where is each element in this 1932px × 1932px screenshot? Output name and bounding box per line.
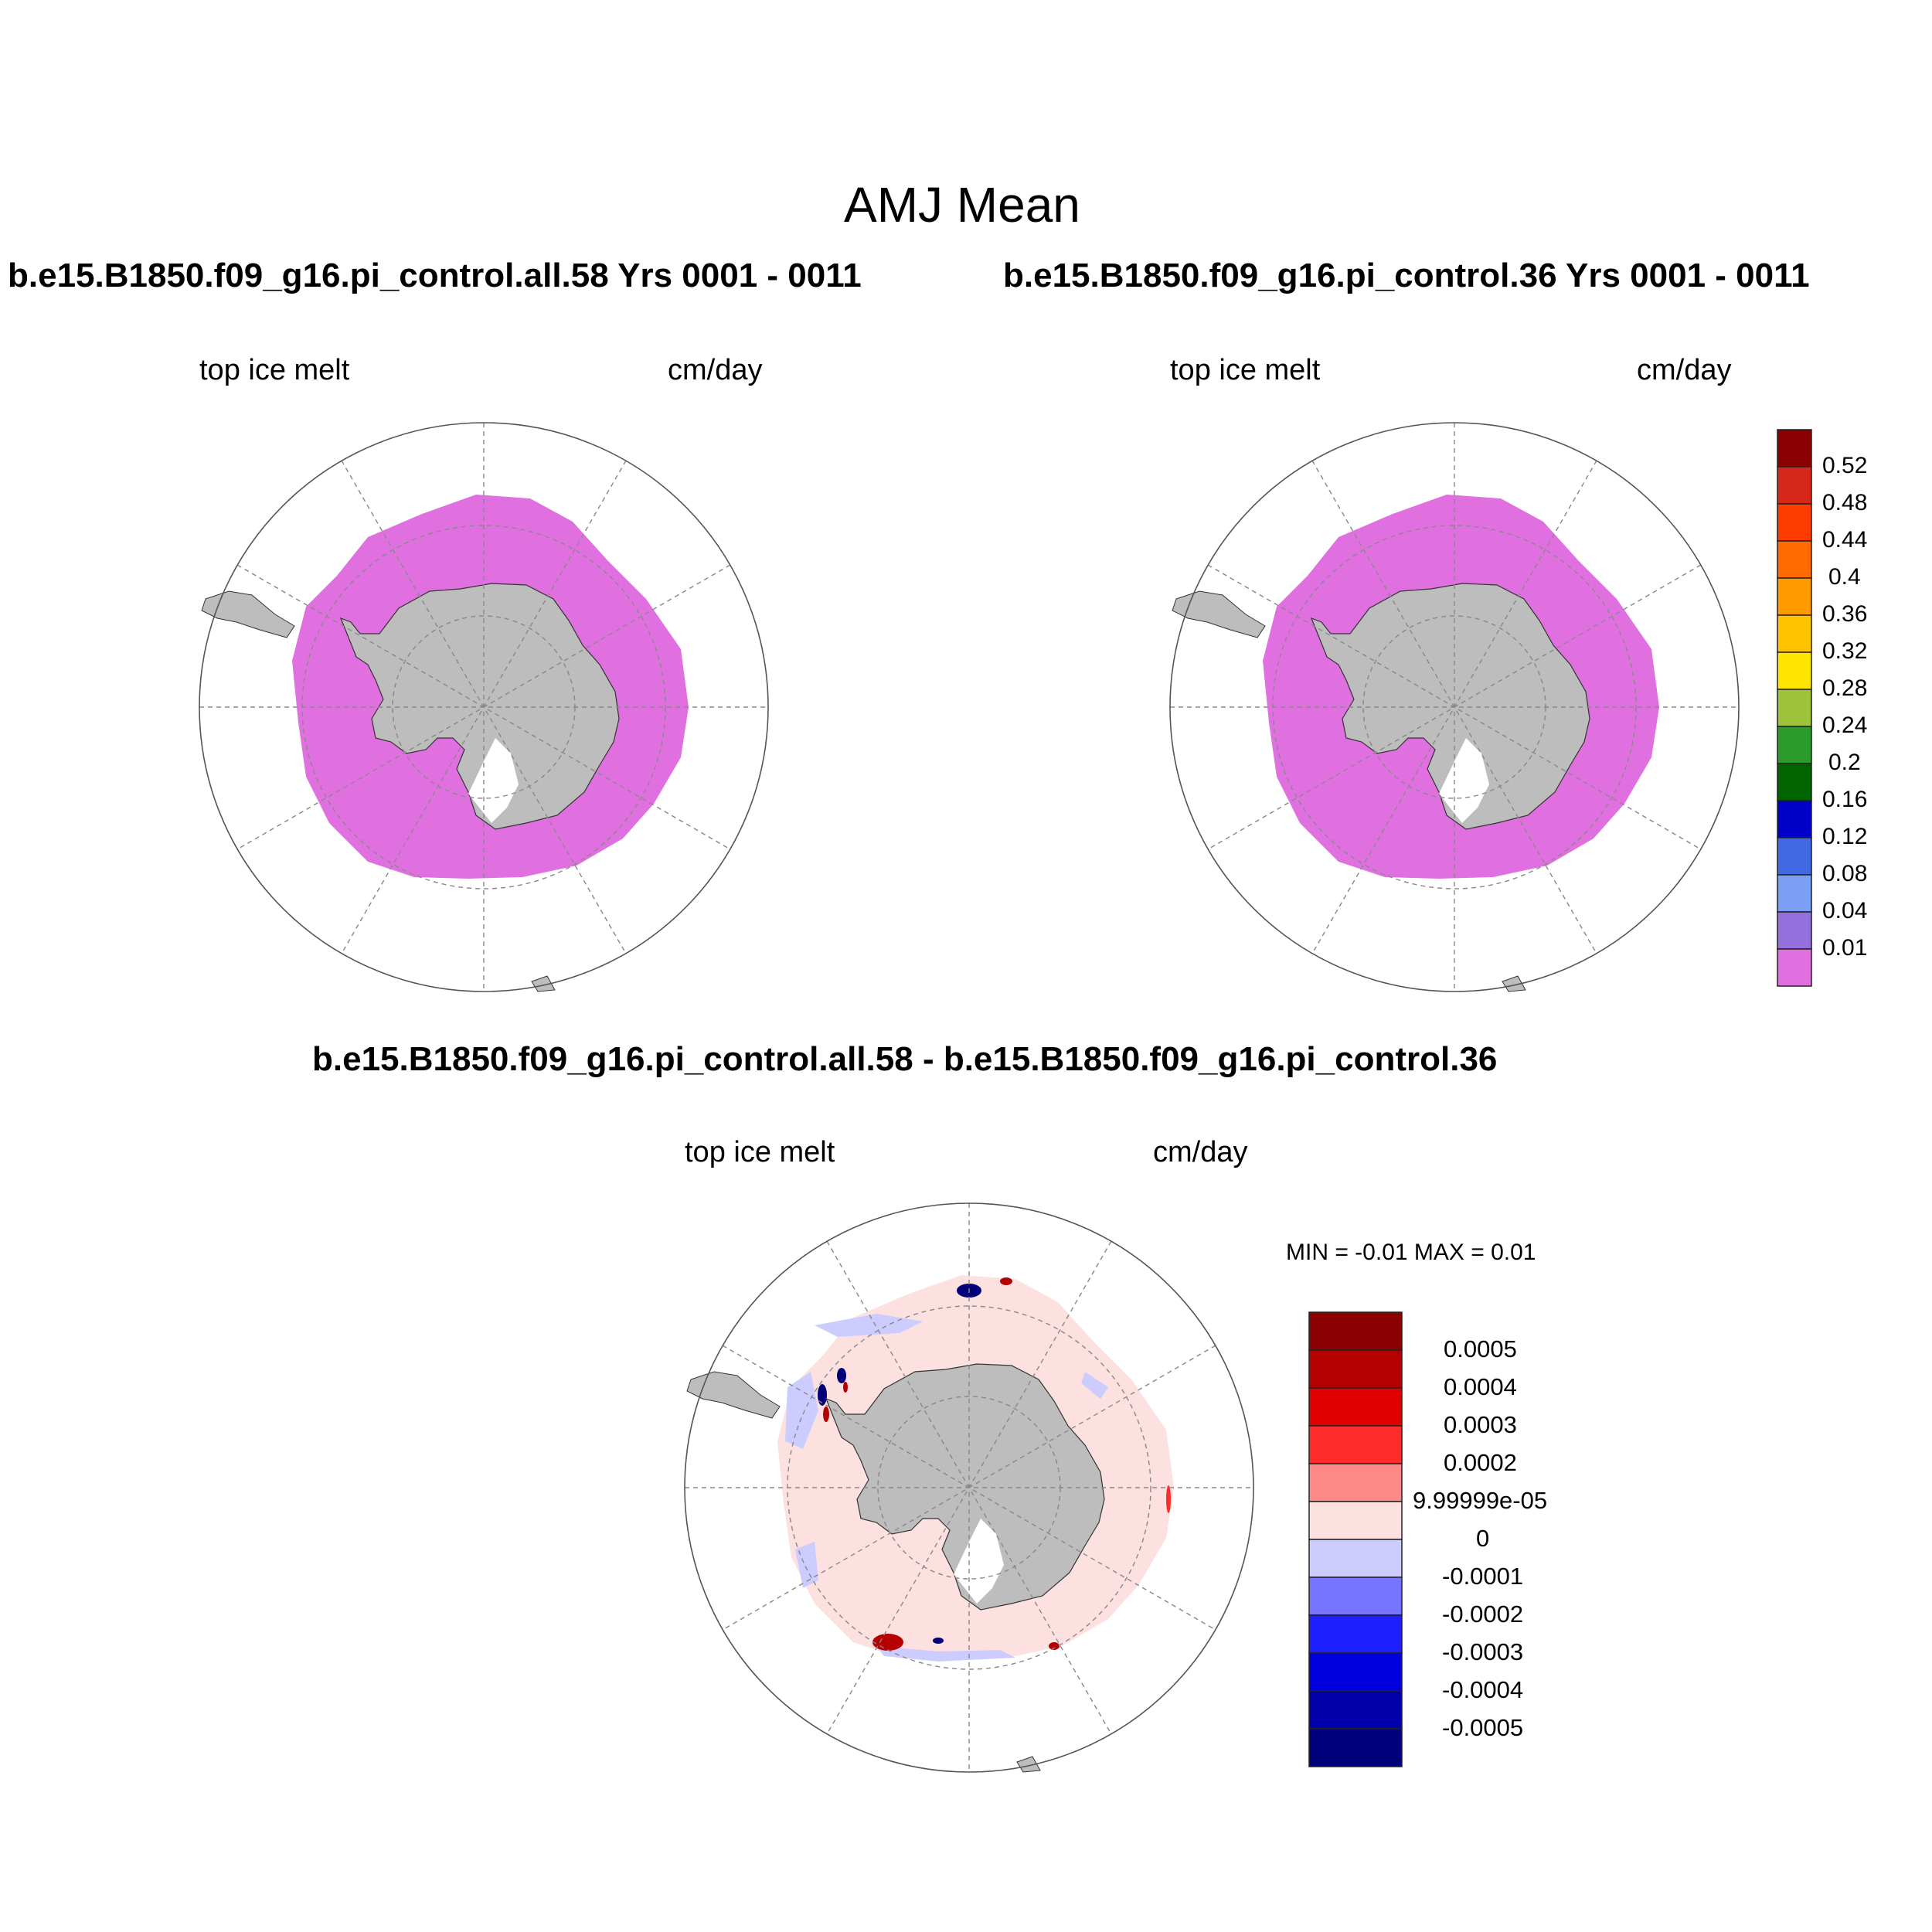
colorbar-main-label: 0.2 bbox=[1828, 750, 1861, 775]
colorbar-diff-label: 0.0004 bbox=[1444, 1373, 1517, 1400]
colorbar-swatch bbox=[1777, 763, 1812, 801]
colorbar-diff-label: 0.0005 bbox=[1444, 1335, 1517, 1362]
colorbar-swatch bbox=[1777, 466, 1812, 505]
colorbar-diff-label: 0 bbox=[1476, 1525, 1490, 1552]
colorbar-diff-label: 0.0002 bbox=[1444, 1449, 1517, 1476]
colorbar-main-label: 0.36 bbox=[1822, 601, 1868, 627]
colorbar-diff-label: -0.0003 bbox=[1442, 1638, 1524, 1665]
colorbar-diff-label: 0.0003 bbox=[1444, 1411, 1517, 1438]
colorbar-diff-label: -0.0002 bbox=[1442, 1600, 1524, 1628]
colorbar-swatch bbox=[1308, 1463, 1403, 1502]
colorbar-swatch bbox=[1777, 837, 1812, 876]
colorbar-diff-label: -0.0005 bbox=[1442, 1714, 1524, 1741]
colorbar-main-label: 0.4 bbox=[1828, 564, 1861, 590]
panel1-units-label: cm/day bbox=[668, 354, 763, 386]
panel1-case-title: b.e15.B1850.f09_g16.pi_control.all.58 Yr… bbox=[8, 257, 862, 294]
panel2-variable-label: top ice melt bbox=[1170, 354, 1321, 386]
panel3-units-label: cm/day bbox=[1153, 1136, 1248, 1168]
colorbar-swatch bbox=[1777, 503, 1812, 542]
colorbar-swatch bbox=[1777, 800, 1812, 838]
colorbar-diff-label: -0.0001 bbox=[1442, 1563, 1524, 1590]
colorbar-swatch bbox=[1308, 1311, 1403, 1351]
colorbar-swatch bbox=[1777, 651, 1812, 690]
colorbar-swatch bbox=[1308, 1387, 1403, 1427]
colorbar-swatch bbox=[1308, 1577, 1403, 1616]
colorbar-main-label: 0.48 bbox=[1822, 490, 1868, 515]
colorbar-main-label: 0.08 bbox=[1822, 861, 1868, 886]
colorbar-swatch bbox=[1777, 948, 1812, 987]
panel3-map bbox=[684, 1202, 1254, 1773]
colorbar-swatch bbox=[1308, 1349, 1403, 1389]
colorbar-swatch bbox=[1777, 689, 1812, 727]
figure-title: AMJ Mean bbox=[844, 177, 1080, 233]
colorbar-main-label: 0.28 bbox=[1822, 675, 1868, 701]
colorbar-main-label: 0.32 bbox=[1822, 638, 1868, 664]
colorbar-main-label: 0.04 bbox=[1822, 898, 1868, 923]
colorbar-main-label: 0.01 bbox=[1822, 935, 1868, 961]
panel2-case-title: b.e15.B1850.f09_g16.pi_control.36 Yrs 00… bbox=[1003, 257, 1810, 294]
panel3-variable-label: top ice melt bbox=[685, 1136, 835, 1168]
colorbar-main-label: 0.16 bbox=[1822, 787, 1868, 812]
colorbar-swatch bbox=[1308, 1652, 1403, 1692]
colorbar-swatch bbox=[1308, 1425, 1403, 1464]
colorbar-swatch bbox=[1308, 1539, 1403, 1578]
colorbar-swatch bbox=[1308, 1501, 1403, 1540]
colorbar-swatch bbox=[1777, 540, 1812, 579]
colorbar-swatch bbox=[1777, 577, 1812, 616]
colorbar-diff-label: -0.0004 bbox=[1442, 1676, 1524, 1703]
colorbar-main-label: 0.24 bbox=[1822, 713, 1868, 738]
colorbar-swatch bbox=[1308, 1614, 1403, 1654]
colorbar-main-label: 0.52 bbox=[1822, 453, 1868, 478]
panel3-case-title: b.e15.B1850.f09_g16.pi_control.all.58 - … bbox=[312, 1040, 1498, 1078]
colorbar-swatch bbox=[1777, 614, 1812, 653]
colorbar-main bbox=[1777, 429, 1812, 987]
colorbar-swatch bbox=[1777, 726, 1812, 764]
panel3-minmax-label: MIN = -0.01 MAX = 0.01 bbox=[1286, 1240, 1536, 1265]
colorbar-main-label: 0.12 bbox=[1822, 824, 1868, 849]
colorbar-swatch bbox=[1777, 911, 1812, 950]
colorbar-swatch bbox=[1777, 429, 1812, 468]
colorbar-swatch bbox=[1777, 874, 1812, 913]
colorbar-main-label: 0.44 bbox=[1822, 527, 1868, 553]
colorbar-diff-label: 9.99999e-05 bbox=[1413, 1487, 1548, 1514]
panel1-map bbox=[199, 422, 769, 992]
panel2-units-label: cm/day bbox=[1637, 354, 1732, 386]
colorbar-swatch bbox=[1308, 1728, 1403, 1767]
panel2-map bbox=[1169, 422, 1740, 992]
panel1-variable-label: top ice melt bbox=[199, 354, 350, 386]
colorbar-swatch bbox=[1308, 1690, 1403, 1730]
colorbar-diff bbox=[1308, 1311, 1403, 1767]
